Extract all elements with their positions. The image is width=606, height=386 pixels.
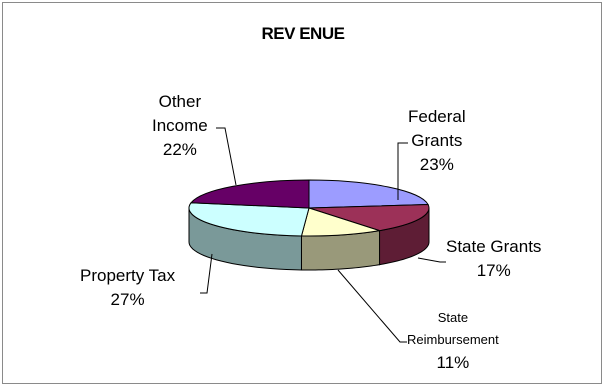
pie-slice-property-tax xyxy=(188,202,310,237)
label-other-income: Other Income 22% xyxy=(152,90,208,162)
pie-slice-other-income xyxy=(190,179,310,209)
label-reimb-pct: 11% xyxy=(436,353,470,372)
label-state-grants-pct: 17% xyxy=(476,261,511,280)
pie-slice-state-grants xyxy=(308,203,430,232)
label-other-line2: Income xyxy=(152,116,208,135)
pie-side-state-reimbursement xyxy=(300,230,381,271)
label-state-grants: State Grants 17% xyxy=(446,235,541,283)
leader-line-federal xyxy=(397,142,408,200)
pie-slice-federal-grants xyxy=(308,179,429,209)
pie-sides xyxy=(188,207,430,271)
leader-lines xyxy=(200,127,446,343)
label-federal-grants: Federal Grants 23% xyxy=(408,105,466,177)
label-other-line1: Other xyxy=(158,92,202,111)
label-federal-line2: Grants xyxy=(411,131,463,150)
chart-title: REV ENUE xyxy=(261,24,345,43)
label-property-tax: Property Tax 27% xyxy=(80,264,175,312)
label-state-grants-line1: State Grants xyxy=(446,237,542,256)
label-property-line1: Property Tax xyxy=(80,266,176,285)
label-property-pct: 27% xyxy=(110,290,145,309)
leader-line-reimbursement xyxy=(337,269,407,343)
label-state-reimbursement: State Reimbursement 11% xyxy=(407,307,499,375)
label-federal-line1: Federal xyxy=(408,107,466,126)
pie-slice-state-reimbursement xyxy=(300,207,380,237)
leader-line-property xyxy=(200,253,213,294)
label-reimb-line2: Reimbursement xyxy=(407,332,499,347)
label-other-pct: 22% xyxy=(162,140,197,159)
label-federal-pct: 23% xyxy=(419,155,454,174)
leader-line-other xyxy=(216,127,237,186)
pie-tops xyxy=(188,179,430,237)
label-reimb-line1: State xyxy=(437,310,469,325)
leader-line-state-grants xyxy=(417,257,446,263)
